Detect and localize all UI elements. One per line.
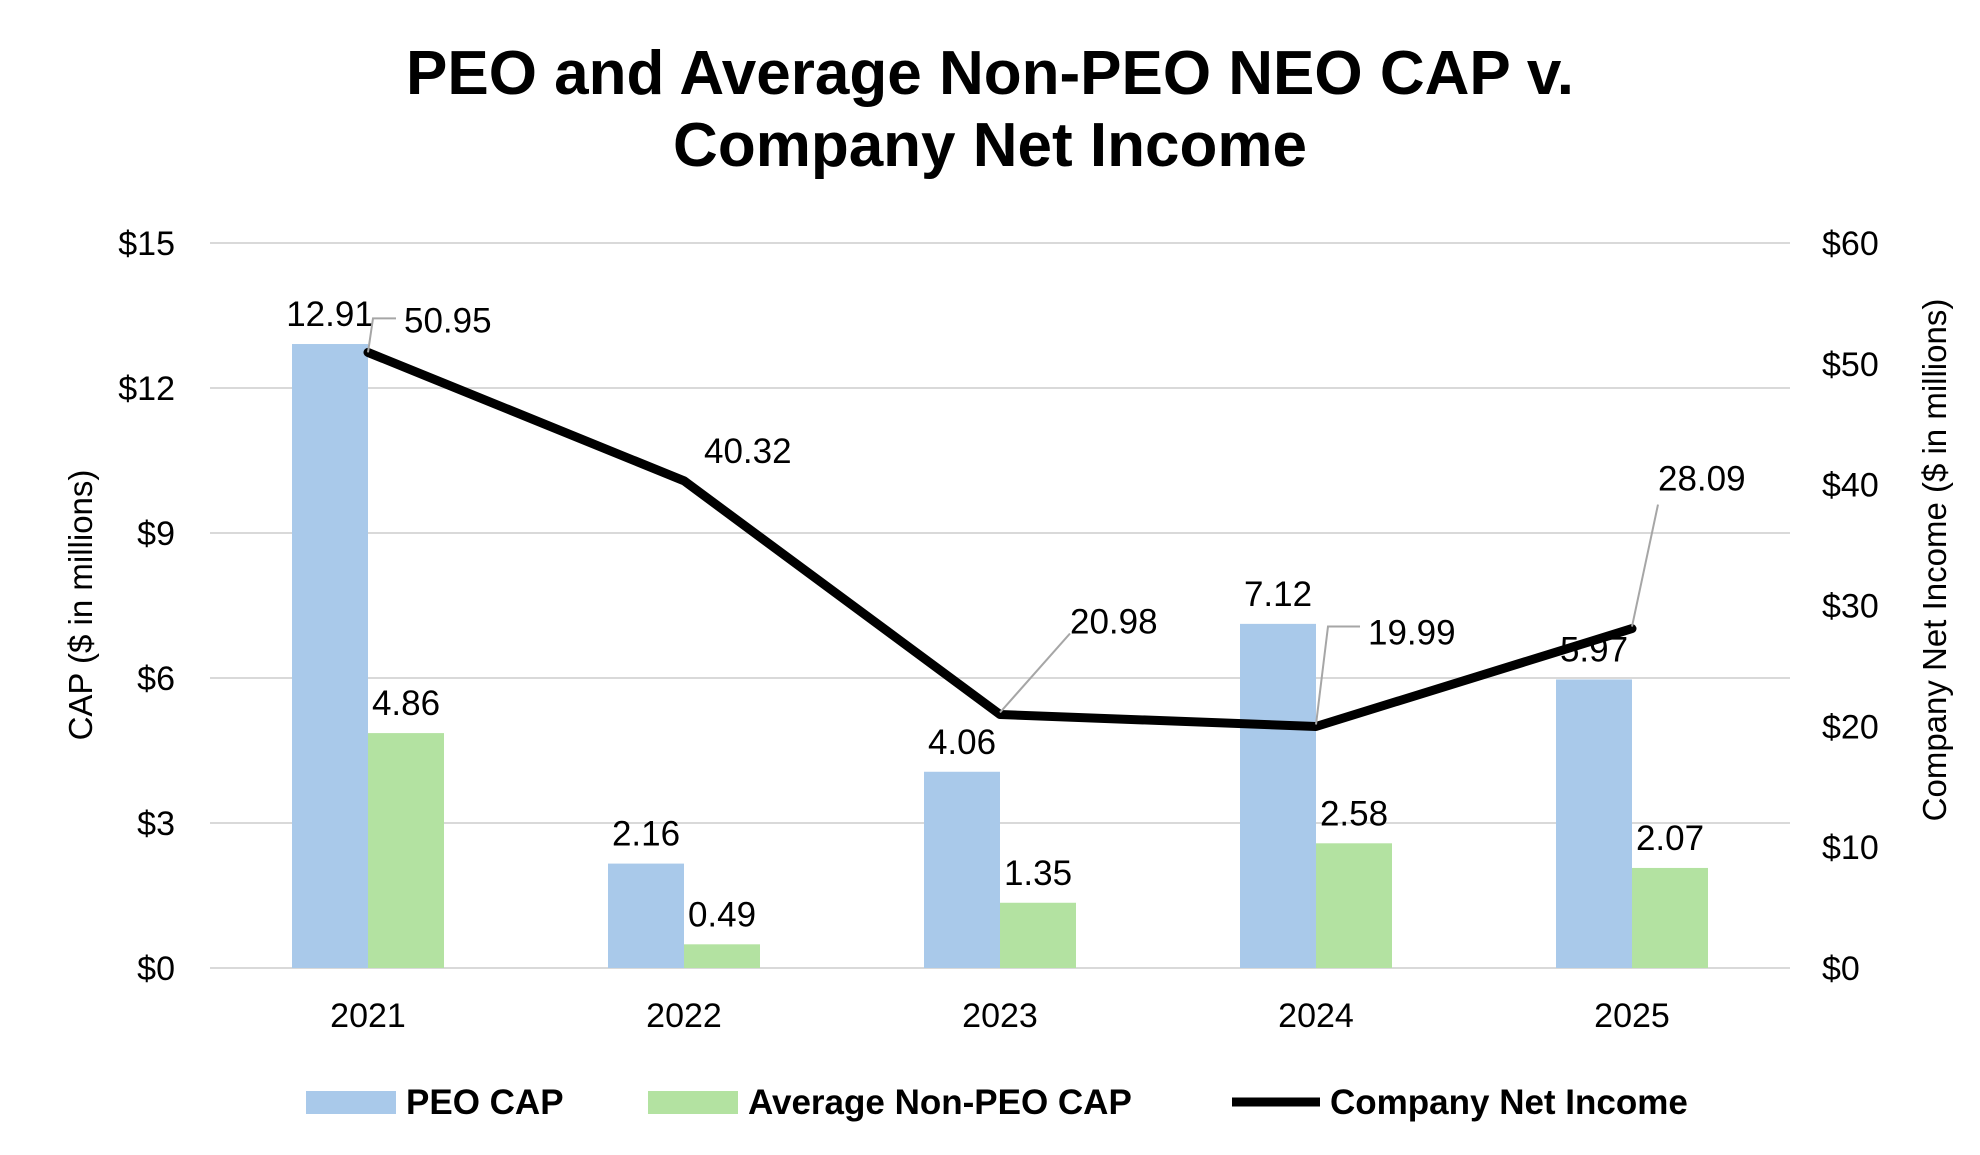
axis-ticks: $0 $3 $6 $9 $12 $15 $0 $10 $20 $30 $40 $50 $60 2021 20… (118, 225, 1878, 1035)
y2-tick-label: $40 (1822, 467, 1879, 505)
data-label-peo-cap-2024: 7.12 (1244, 575, 1312, 614)
leader-line-2025 (1631, 504, 1659, 627)
y2-axis-label: Company Net Income ($ in millions) (1916, 299, 1953, 822)
data-label-peo-cap-2022: 2.16 (612, 815, 680, 854)
y2-tick-label: $10 (1822, 829, 1879, 867)
chart-title-line-2: Company Net Income (673, 111, 1307, 180)
y-tick-label: $12 (118, 370, 175, 408)
data-label-company-net-income-2021: 50.95 (404, 301, 492, 340)
line-company-net-income (363, 347, 1637, 731)
legend: PEO CAP Average Non-PEO CAP Company Net … (306, 1083, 1688, 1122)
x-tick-label: 2025 (1594, 997, 1670, 1035)
grid-lines (210, 242, 1790, 969)
bar-peo-cap-2022 (608, 863, 684, 968)
x-tick-label: 2021 (330, 997, 406, 1035)
leader-line-2024 (1315, 625, 1360, 725)
bar-average-non-peo-cap-2022 (684, 944, 760, 968)
point-company-net-income-2023 (996, 710, 1004, 719)
legend-label-average-non-peo-cap: Average Non-PEO CAP (748, 1083, 1132, 1122)
data-label-average-non-peo-cap-2021: 4.86 (372, 684, 440, 723)
data-label-average-non-peo-cap-2024: 2.58 (1320, 794, 1388, 833)
data-label-peo-cap-2025: 5.97 (1560, 630, 1628, 669)
y-tick-label: $3 (137, 805, 175, 843)
legend-label-peo-cap: PEO CAP (406, 1083, 564, 1122)
leader-line-2023 (999, 632, 1071, 714)
data-label-peo-cap-2023: 4.06 (928, 723, 996, 762)
y2-tick-label: $30 (1822, 588, 1879, 626)
point-company-net-income-2024 (1312, 722, 1320, 731)
y-axis-label: CAP ($ in millions) (62, 470, 99, 741)
y2-tick-label: $50 (1822, 346, 1879, 384)
legend-swatch-average-non-peo-cap (648, 1091, 738, 1114)
data-label-average-non-peo-cap-2025: 2.07 (1636, 819, 1704, 858)
point-company-net-income-2025 (1628, 624, 1636, 633)
bar-average-non-peo-cap-2024 (1316, 843, 1392, 968)
bar-peo-cap-2023 (924, 771, 1000, 968)
y2-tick-label: $60 (1822, 225, 1879, 263)
y-tick-label: $0 (137, 950, 175, 988)
data-label-company-net-income-2025: 28.09 (1658, 460, 1746, 499)
data-label-company-net-income-2024: 19.99 (1368, 613, 1456, 652)
legend-label-company-net-income: Company Net Income (1330, 1083, 1688, 1122)
bar-average-non-peo-cap-2025 (1632, 867, 1708, 968)
x-tick-label: 2024 (1278, 997, 1354, 1035)
y-tick-label: $9 (137, 515, 175, 553)
bar-peo-cap-2024 (1240, 623, 1316, 968)
y-tick-label: $6 (137, 660, 175, 698)
leader-line-2021 (367, 317, 396, 353)
data-label-average-non-peo-cap-2023: 1.35 (1004, 854, 1072, 893)
y2-tick-label: $20 (1822, 708, 1879, 746)
legend-swatch-peo-cap (306, 1091, 396, 1114)
x-tick-label: 2022 (646, 997, 722, 1035)
chart-title-line-1: PEO and Average Non-PEO NEO CAP v. (406, 39, 1574, 108)
y-tick-label: $15 (118, 225, 175, 263)
x-tick-label: 2023 (962, 997, 1038, 1035)
data-label-average-non-peo-cap-2022: 0.49 (688, 895, 756, 934)
data-label-company-net-income-2023: 20.98 (1070, 602, 1158, 641)
bars-layer (292, 344, 1708, 968)
data-label-peo-cap-2021: 12.91 (286, 295, 374, 334)
point-company-net-income-2022 (680, 476, 688, 485)
bar-peo-cap-2025 (1556, 679, 1632, 968)
bar-peo-cap-2021 (292, 344, 368, 968)
data-labels: 12.91 2.16 4.06 7.12 5.97 4.86 0.49 1.35 2.58 2.0… (286, 295, 1745, 934)
y2-tick-label: $0 (1822, 950, 1860, 988)
bar-average-non-peo-cap-2023 (1000, 902, 1076, 968)
data-label-company-net-income-2022: 40.32 (704, 432, 792, 471)
line-layer (363, 347, 1637, 731)
bar-average-non-peo-cap-2021 (368, 733, 444, 968)
